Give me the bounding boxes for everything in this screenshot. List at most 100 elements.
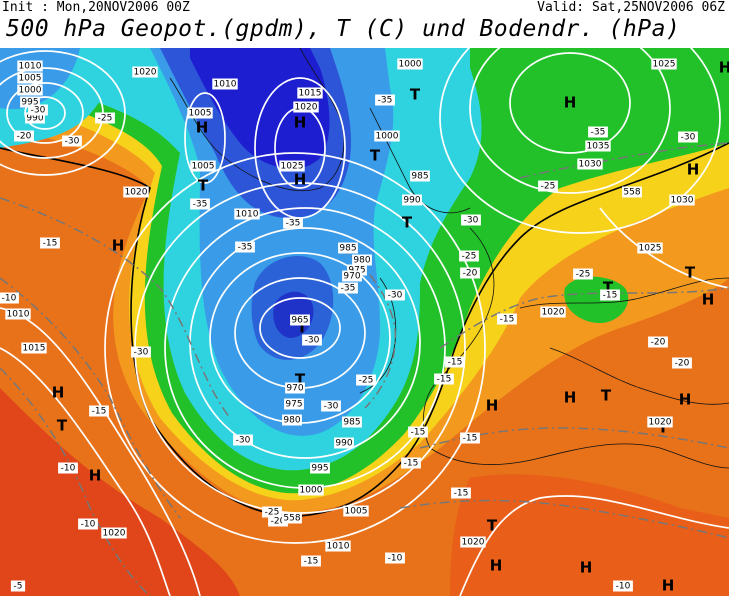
- temperature-label-background: [451, 487, 471, 499]
- isobar-label: 980: [282, 414, 302, 426]
- isobar-label-background: [342, 416, 362, 428]
- temperature-label: -15: [408, 426, 428, 438]
- isobar-label-background: [342, 270, 362, 282]
- temperature-label-text: -10: [61, 464, 76, 474]
- temperature-label-text: -25: [462, 252, 477, 262]
- isobar-label-text: 970: [286, 384, 303, 394]
- temperature-label: -15: [445, 356, 465, 368]
- pressure-center-label: T: [487, 517, 498, 535]
- pressure-center-label: H: [490, 557, 503, 575]
- isobar-label-text: 1020: [125, 188, 148, 198]
- temperature-label: -30: [385, 289, 405, 301]
- temperature-label: -30: [461, 214, 481, 226]
- warm-region-southwest: [0, 388, 240, 596]
- temperature-label-background: [235, 241, 255, 253]
- temperature-label-text: -35: [238, 243, 253, 253]
- isobar-label-background: [123, 186, 149, 198]
- temperature-label-text: -15: [304, 557, 319, 567]
- temperature-label-background: [385, 289, 405, 301]
- temperature-label: -15: [301, 555, 321, 567]
- warm-region-southeast: [450, 474, 729, 596]
- isobar-label-background: [279, 160, 305, 172]
- pressure-center-label-text: H: [52, 384, 65, 402]
- pressure-center-label: H: [662, 577, 675, 595]
- temperature-label: -35: [190, 198, 210, 210]
- temperature-label: -15: [434, 373, 454, 385]
- pressure-center-label-text: T: [402, 214, 413, 232]
- temperature-label-background: [678, 131, 698, 143]
- isobar-label-text: 1000: [300, 486, 323, 496]
- isobar-label-background: [187, 107, 213, 119]
- temperature-label-background: [190, 198, 210, 210]
- isobar-label-text: 1000: [399, 60, 422, 70]
- pressure-center-label-text: H: [490, 557, 503, 575]
- isobar-label: 985: [342, 416, 362, 428]
- isobar-label: 985: [338, 242, 358, 254]
- pressure-center-label: H: [196, 119, 209, 137]
- temperature-label: -30: [131, 346, 151, 358]
- isobar-label-text: 1000: [376, 132, 399, 142]
- temperature-label: -35: [588, 126, 608, 138]
- isobar-label: 1020: [647, 416, 673, 428]
- isobar-label-text: 1005: [189, 109, 212, 119]
- temperature-label: -20: [648, 336, 668, 348]
- isobar-label-text: 995: [311, 464, 328, 474]
- temperature-label-text: -20: [271, 517, 286, 527]
- temperature-label-text: -25: [576, 270, 591, 280]
- isoline-label-text: 558: [623, 188, 640, 198]
- temperature-label-background: [338, 282, 358, 294]
- isobar-label-background: [298, 484, 324, 496]
- pressure-center-label-text: T: [295, 371, 306, 389]
- temperature-label-background: [385, 552, 405, 564]
- temperature-label-text: -20: [651, 338, 666, 348]
- isobar-label-background: [669, 194, 695, 206]
- pressure-center-label-text: H: [112, 237, 125, 255]
- isobar-label-background: [25, 112, 45, 124]
- temperature-label: -30: [28, 104, 48, 116]
- pressure-center-label: T: [297, 319, 308, 337]
- temperature-label-text: -30: [236, 436, 251, 446]
- isobar-label-text: 1015: [299, 89, 322, 99]
- temperature-label: -30: [233, 434, 253, 446]
- isobar-label: 975: [284, 398, 304, 410]
- temperature-label: -20: [672, 357, 692, 369]
- pressure-center-label: T: [295, 371, 306, 389]
- isobar-label-text: 985: [411, 172, 428, 182]
- isobar-label: 1000: [397, 58, 423, 70]
- pressure-center-label-text: H: [486, 397, 499, 415]
- temperature-label: -35: [338, 282, 358, 294]
- temperature-label: -35: [235, 241, 255, 253]
- pressure-center-label-text: T: [370, 147, 381, 165]
- temperature-label-background: [131, 346, 151, 358]
- pressure-center-label-text: H: [719, 59, 729, 77]
- isobar-label-background: [374, 130, 400, 142]
- isobar-label-background: [190, 160, 216, 172]
- temperature-label-text: -30: [31, 106, 46, 116]
- pressure-center-label: H: [702, 291, 715, 309]
- temperature-label-background: [78, 518, 98, 530]
- isobar-label: 1020: [101, 527, 127, 539]
- temperature-label-background: [268, 515, 288, 527]
- temperature-label-background: [460, 432, 480, 444]
- isobar-label-background: [647, 416, 673, 428]
- isobar-label-background: [17, 84, 43, 96]
- isobar-label: 970: [285, 382, 305, 394]
- temperature-label-background: [600, 289, 620, 301]
- isobar-label-background: [290, 314, 310, 326]
- isobar-label-text: 1015: [23, 344, 46, 354]
- valid-time: Valid: Sat,25NOV2006 06Z: [537, 0, 725, 15]
- isoline-label: 558: [282, 512, 302, 524]
- temperature-label: -30: [62, 135, 82, 147]
- isobar-label-background: [310, 462, 330, 474]
- pressure-center-label-text: T: [603, 279, 614, 297]
- pressure-centers: HTTHHHTTHTTHTHTHHTHTHTHTHHHH: [52, 59, 729, 595]
- temperature-label: -10: [0, 292, 19, 304]
- temperature-label-background: [302, 334, 322, 346]
- temperature-label-text: -30: [681, 133, 696, 143]
- temperature-label-background: [10, 580, 26, 592]
- isobar-label-text: 1020: [295, 103, 318, 113]
- isobar-label-text: 990: [403, 196, 420, 206]
- temperature-label: -20: [14, 130, 34, 142]
- temperature-label-text: -35: [341, 284, 356, 294]
- isobar-label-text: 1010: [236, 210, 259, 220]
